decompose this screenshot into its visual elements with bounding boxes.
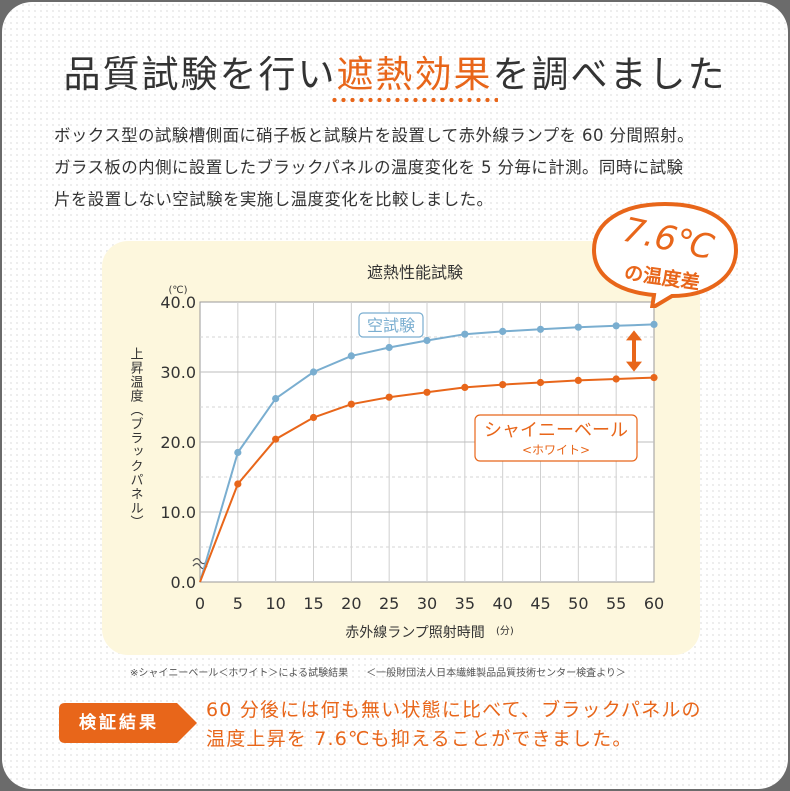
y-tick-label: 0.0: [171, 573, 196, 592]
data-point: [612, 375, 620, 383]
x-tick-label: 40: [492, 594, 512, 613]
data-point: [309, 368, 318, 376]
data-point: [650, 320, 658, 328]
intro-line: ガラス板の内側に設置したブラックパネルの温度変化を 5 分毎に計測。同時に試験: [54, 158, 684, 177]
data-point: [536, 325, 545, 333]
data-point: [347, 400, 355, 408]
title-highlight: 遮熱効果: [336, 53, 493, 96]
y-tick-label: 40.0: [160, 293, 196, 312]
x-tick-label: 20: [341, 594, 361, 613]
data-point: [612, 322, 620, 330]
x-tick-label: 45: [530, 594, 550, 613]
y-unit: (℃): [168, 285, 187, 296]
x-tick-label: 30: [417, 594, 437, 613]
data-point: [461, 383, 469, 391]
title-underline-dots: [330, 97, 498, 103]
y-tick-label: 20.0: [160, 433, 196, 452]
legend-label-product: シャイニーベール: [484, 420, 628, 441]
result-tag-shape: [59, 703, 197, 743]
x-tick-label: 5: [233, 594, 243, 613]
y-tick-label: 30.0: [160, 363, 196, 382]
data-point: [574, 323, 582, 331]
data-point: [234, 480, 242, 488]
data-point: [650, 374, 658, 382]
y-axis-label: 上昇温度（ブラックパネル）: [128, 347, 144, 529]
badge-bubble: [591, 201, 739, 308]
x-axis-label: 赤外線ランプ照射時間: [345, 625, 485, 641]
data-point: [272, 395, 280, 403]
data-point: [385, 393, 393, 401]
x-tick-label: 15: [303, 594, 323, 613]
data-point: [499, 327, 507, 335]
data-point: [309, 413, 318, 422]
x-tick-label: 55: [606, 594, 626, 613]
result-text: 60 分後には何も無い状態に比べて、ブラックパネルの 温度上昇を 7.6℃も抑え…: [206, 696, 702, 754]
data-point: [234, 448, 242, 457]
legend-sublabel-product: <ホワイト>: [522, 443, 590, 457]
intro-text: ボックス型の試験槽側面に硝子板と試験片を設置して赤外線ランプを 60 分間照射。…: [54, 120, 754, 216]
x-tick-label: 60: [644, 594, 664, 613]
intro-line: 片を設置しない空試験を実施し温度変化を比較しました。: [54, 190, 494, 209]
x-tick-label: 10: [265, 594, 285, 613]
legend-box-product: [474, 414, 638, 462]
result-line: 温度上昇を 7.6℃も抑えることができました。: [206, 728, 633, 750]
data-point: [536, 378, 545, 387]
result-line: 60 分後には何も無い状態に比べて、ブラックパネルの: [206, 699, 702, 721]
footnote-left: ※シャイニーベール＜ホワイト＞による試験結果: [130, 668, 349, 679]
data-point: [423, 336, 431, 345]
data-point: [461, 330, 469, 338]
data-point: [423, 388, 431, 396]
footnote-right: ＜一般財団法人日本繊維製品品質技術センター検査より＞: [366, 668, 626, 679]
title-part1: 品質試験を行い: [63, 53, 337, 96]
intro-line: ボックス型の試験槽側面に硝子板と試験片を設置して赤外線ランプを 60 分間照射。: [54, 126, 695, 145]
page-title: 品質試験を行い遮熱効果を調べました: [2, 44, 788, 98]
data-point: [347, 352, 355, 360]
data-point: [385, 343, 393, 352]
chart-title: 遮熱性能試験: [367, 263, 463, 282]
x-unit: (分): [496, 625, 514, 637]
legend-label-blank: 空試験: [367, 316, 415, 335]
legend-box-blank: [358, 312, 424, 338]
x-tick-label: 0: [195, 594, 205, 613]
data-point: [272, 435, 280, 443]
y-tick-label: 10.0: [160, 503, 196, 522]
data-point: [499, 381, 507, 389]
title-part2: を調べました: [492, 53, 727, 96]
difference-arrow-head-down: [626, 361, 642, 372]
x-tick-label: 50: [568, 594, 588, 613]
difference-arrow-head-up: [626, 330, 642, 341]
temperature-difference-badge: 7.6℃ の温度差: [591, 201, 739, 308]
result-tag-label: 検証結果: [79, 713, 159, 733]
x-tick-label: 35: [455, 594, 475, 613]
footnote: ※シャイニーベール＜ホワイト＞による試験結果 ＜一般財団法人日本繊維製品品質技術セ…: [130, 664, 644, 679]
data-point: [574, 376, 582, 384]
x-tick-label: 25: [379, 594, 399, 613]
